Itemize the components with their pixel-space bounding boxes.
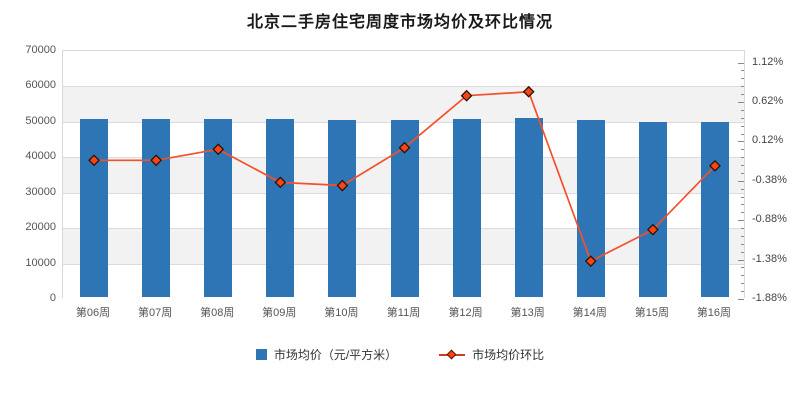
mom-marker (88, 154, 100, 167)
grid-band (63, 86, 744, 122)
legend-item-mom[interactable]: 市场均价环比 (439, 346, 544, 363)
mom-line-layer (88, 85, 721, 268)
line-swatch-icon (439, 349, 466, 360)
right-axis-tick (741, 157, 744, 158)
right-axis-tick (741, 134, 744, 135)
mom-marker (212, 143, 225, 156)
mom-marker (460, 89, 473, 102)
right-axis-label: -0.38% (752, 173, 787, 186)
chart-title: 北京二手房住宅周度市场均价及环比情况 (246, 14, 553, 31)
right-axis-tick (738, 102, 744, 103)
legend-item-price[interactable]: 市场均价（元/平方米） (255, 346, 398, 363)
right-axis-tick (741, 267, 744, 268)
left-axis-label: 70000 (25, 44, 56, 56)
right-axis-tick (741, 86, 744, 87)
right-axis-tick (738, 181, 744, 182)
x-axis-label: 第11周 (386, 307, 421, 319)
x-axis-label: 第15周 (634, 307, 669, 319)
right-axis-tick (741, 197, 744, 198)
right-axis-label: -0.88% (752, 213, 787, 226)
right-axis-tick (741, 149, 744, 150)
right-axis-tick (741, 94, 744, 95)
right-axis-tick (741, 70, 744, 71)
mom-marker (398, 141, 411, 154)
right-axis-tick (741, 244, 744, 245)
right-axis-tick (741, 110, 744, 111)
price-bar (700, 122, 729, 297)
right-axis-tick (741, 204, 744, 205)
x-axis-label: 第08周 (200, 307, 235, 319)
price-bar (514, 117, 543, 297)
right-axis-tick (741, 126, 744, 127)
legend-label-price: 市场均价（元/平方米） (273, 348, 398, 362)
left-axis-label: 30000 (25, 185, 56, 198)
right-axis-tick (741, 252, 744, 253)
price-bar (142, 118, 171, 297)
plot-area (62, 50, 745, 300)
right-axis-tick (741, 283, 744, 284)
right-axis-label: -1.88% (752, 292, 787, 304)
x-axis-label: 第14周 (572, 307, 607, 319)
right-axis-tick (741, 212, 744, 213)
legend-label-mom: 市场均价环比 (472, 348, 545, 362)
mom-marker (646, 223, 659, 236)
right-axis-tick (741, 118, 744, 119)
left-axis-label: 0 (49, 292, 56, 304)
price-bar (576, 120, 605, 297)
left-axis-label: 50000 (25, 114, 56, 127)
right-axis-tick (741, 165, 744, 166)
left-axis-label: 10000 (25, 256, 56, 269)
mom-marker (150, 154, 163, 167)
x-axis-label: 第10周 (324, 307, 359, 319)
mom-marker (274, 176, 287, 189)
grid-band (63, 51, 744, 87)
right-axis-tick (738, 141, 744, 142)
gridline (63, 86, 744, 88)
right-axis-tick (738, 220, 744, 221)
right-axis-label: 0.12% (752, 134, 784, 147)
mom-marker (584, 255, 597, 268)
price-bar (328, 120, 357, 297)
legend: 市场均价（元/平方米） 市场均价环比 (0, 346, 800, 363)
right-axis-label: -1.38% (752, 252, 787, 265)
price-bar (638, 121, 667, 297)
right-axis-tick (738, 299, 744, 300)
mom-marker (522, 85, 535, 98)
x-axis-label: 第07周 (137, 307, 173, 319)
right-axis-tick (741, 228, 744, 229)
right-axis-label: 0.62% (752, 95, 784, 107)
right-axis-tick (738, 260, 744, 261)
price-bar (452, 118, 481, 297)
right-axis-tick (741, 275, 744, 276)
x-axis-label: 第16周 (696, 307, 732, 319)
right-axis-tick (738, 63, 744, 64)
price-bar (266, 119, 295, 297)
bar-swatch-icon (255, 349, 267, 360)
mom-line (94, 90, 716, 263)
right-axis-tick (741, 189, 744, 190)
price-bar (80, 118, 109, 297)
right-axis-tick (741, 236, 744, 237)
mom-marker (336, 179, 349, 192)
x-axis-label: 第12周 (448, 307, 483, 319)
x-axis-label: 第09周 (262, 307, 297, 319)
x-axis-label: 第06周 (75, 307, 111, 319)
left-axis-label: 60000 (25, 79, 56, 92)
left-axis-label: 40000 (25, 150, 56, 163)
right-axis-label: 1.12% (752, 55, 784, 68)
right-axis-tick (741, 173, 744, 174)
x-axis-label: 第13周 (510, 307, 545, 319)
right-axis-tick (741, 78, 744, 79)
mom-marker (709, 159, 721, 172)
left-axis-label: 20000 (25, 221, 56, 234)
right-axis-tick (741, 291, 744, 292)
